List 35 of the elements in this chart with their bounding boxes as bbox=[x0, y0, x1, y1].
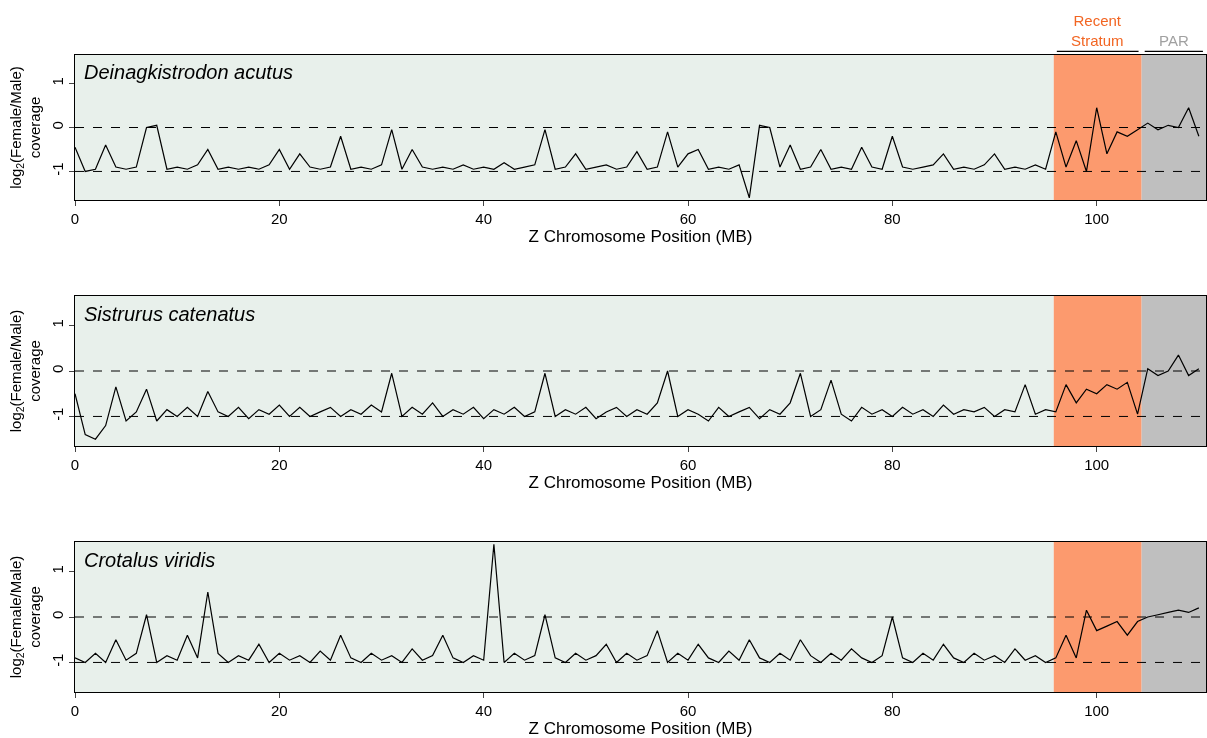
y-tick-label: 0 bbox=[49, 364, 66, 373]
y-tick-label: 0 bbox=[49, 610, 66, 619]
y-tick-label: 1 bbox=[49, 77, 66, 86]
x-tick-label: 80 bbox=[884, 210, 901, 227]
x-tick-label: 40 bbox=[475, 210, 493, 227]
chart-title: Deinagkistrodon acutus bbox=[84, 61, 294, 83]
chart-title: Crotalus viridis bbox=[84, 549, 216, 571]
x-tick-label: 20 bbox=[271, 210, 288, 227]
y-tick-label: 0 bbox=[49, 121, 66, 130]
chart-title: Sistrurus catenatus bbox=[84, 303, 256, 325]
y-tick-label: -1 bbox=[49, 407, 66, 421]
x-tick-label: 60 bbox=[679, 456, 697, 473]
y-tick-label: -1 bbox=[49, 653, 66, 667]
x-tick-label: 100 bbox=[1084, 702, 1110, 719]
y-tick-label: 1 bbox=[49, 319, 66, 328]
x-tick-label: 0 bbox=[70, 702, 80, 719]
x-tick-label: 60 bbox=[679, 210, 697, 227]
x-tick-label: 100 bbox=[1084, 210, 1110, 227]
band-label: PAR bbox=[1159, 32, 1189, 49]
x-axis-title: Z Chromosome Position (MB) bbox=[528, 473, 753, 492]
x-tick-label: 40 bbox=[475, 702, 493, 719]
band-label: Recent Stratum bbox=[1071, 12, 1124, 49]
x-tick-label: 80 bbox=[884, 702, 901, 719]
x-axis-title: Z Chromosome Position (MB) bbox=[528, 719, 753, 738]
y-tick-label: 1 bbox=[49, 565, 66, 574]
x-tick-label: 60 bbox=[679, 702, 697, 719]
x-tick-label: 100 bbox=[1084, 456, 1110, 473]
x-axis-title: Z Chromosome Position (MB) bbox=[528, 227, 753, 246]
x-tick-label: 0 bbox=[70, 456, 80, 473]
x-tick-label: 20 bbox=[271, 702, 288, 719]
y-tick-label: -1 bbox=[49, 162, 66, 176]
x-tick-label: 0 bbox=[70, 210, 80, 227]
x-tick-label: 40 bbox=[475, 456, 493, 473]
x-tick-label: 20 bbox=[271, 456, 288, 473]
x-tick-label: 80 bbox=[884, 456, 901, 473]
